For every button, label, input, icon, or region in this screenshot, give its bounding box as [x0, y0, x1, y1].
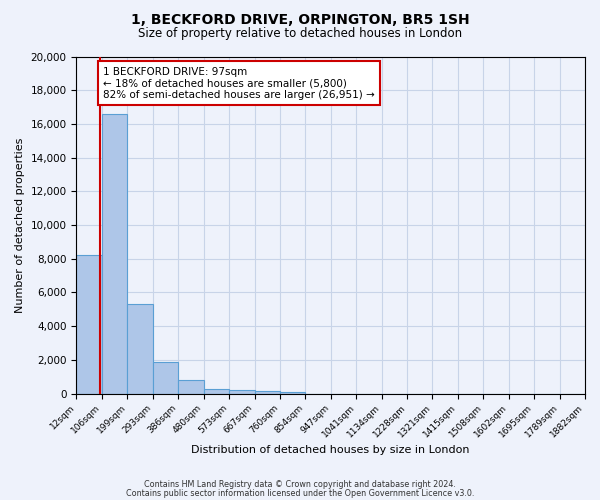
Bar [203, 388, 229, 394]
Bar [153, 362, 178, 394]
Bar [127, 304, 153, 394]
Text: 1 BECKFORD DRIVE: 97sqm
← 18% of detached houses are smaller (5,800)
82% of semi: 1 BECKFORD DRIVE: 97sqm ← 18% of detache… [103, 66, 375, 100]
Text: Size of property relative to detached houses in London: Size of property relative to detached ho… [138, 28, 462, 40]
Y-axis label: Number of detached properties: Number of detached properties [15, 138, 25, 312]
Bar [280, 392, 305, 394]
Bar [102, 114, 127, 394]
Bar [229, 390, 254, 394]
Bar [254, 391, 280, 394]
X-axis label: Distribution of detached houses by size in London: Distribution of detached houses by size … [191, 445, 470, 455]
Bar [178, 380, 203, 394]
Text: Contains public sector information licensed under the Open Government Licence v3: Contains public sector information licen… [126, 488, 474, 498]
Text: Contains HM Land Registry data © Crown copyright and database right 2024.: Contains HM Land Registry data © Crown c… [144, 480, 456, 489]
Bar [76, 256, 102, 394]
Text: 1, BECKFORD DRIVE, ORPINGTON, BR5 1SH: 1, BECKFORD DRIVE, ORPINGTON, BR5 1SH [131, 12, 469, 26]
